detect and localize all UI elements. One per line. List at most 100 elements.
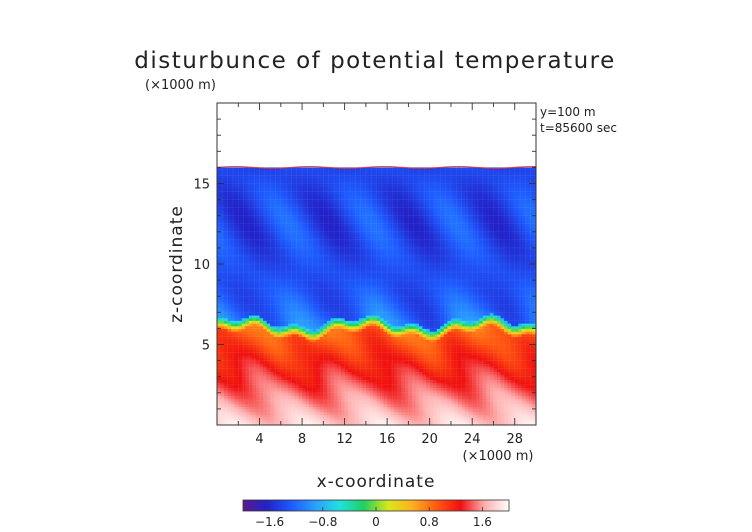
heatmap-cell	[326, 392, 332, 397]
heatmap-cell	[387, 196, 392, 201]
heatmap-cell	[248, 339, 254, 343]
heatmap-cell	[380, 255, 385, 260]
heatmap-cell	[238, 333, 243, 338]
heatmap-cell	[294, 374, 300, 378]
heatmap-cell	[284, 336, 289, 340]
heatmap-cell	[362, 202, 367, 206]
heatmap-cell	[348, 390, 353, 394]
heatmap-cell	[224, 379, 229, 383]
heatmap-cell	[362, 355, 367, 359]
heatmap-cell	[348, 317, 353, 321]
heatmap-cell	[362, 341, 367, 346]
heatmap-cell	[259, 285, 264, 289]
heatmap-cell	[245, 293, 250, 297]
heatmap-cell	[387, 170, 392, 174]
heatmap-cell	[358, 258, 363, 262]
heatmap-cell	[376, 406, 381, 410]
heatmap-cell	[280, 210, 285, 214]
heatmap-cell	[291, 411, 296, 415]
heatmap-cell	[397, 264, 402, 268]
heatmap-cell	[287, 178, 293, 182]
heatmap-cell	[319, 247, 324, 252]
heatmap-cell	[341, 253, 346, 257]
heatmap-cell	[348, 199, 353, 203]
heatmap-cell	[348, 341, 353, 346]
heatmap-cell	[291, 371, 296, 375]
heatmap-cell	[266, 403, 271, 407]
heatmap-cell	[333, 387, 339, 391]
heatmap-cell	[277, 226, 282, 230]
heatmap-cell	[280, 213, 285, 217]
heatmap-cell	[312, 274, 317, 279]
heatmap-cell	[220, 371, 225, 375]
heatmap-cell	[224, 382, 229, 386]
heatmap-cell	[270, 406, 275, 410]
heatmap-cell	[234, 374, 239, 378]
heatmap-cell	[383, 323, 388, 327]
heatmap-cell	[387, 301, 392, 305]
heatmap-cell	[351, 199, 356, 203]
heatmap-cell	[348, 414, 353, 418]
heatmap-cell	[252, 172, 257, 177]
heatmap-cell	[394, 180, 399, 185]
heatmap-cell	[394, 314, 399, 319]
heatmap-cell	[319, 226, 324, 230]
heatmap-cell	[376, 186, 381, 190]
heatmap-cell	[227, 301, 232, 305]
heatmap-cell	[330, 352, 335, 356]
heatmap-cell	[319, 411, 324, 415]
heatmap-cell	[355, 247, 360, 252]
heatmap-cell	[355, 280, 360, 284]
heatmap-cell	[358, 416, 363, 421]
heatmap-cell	[312, 226, 317, 230]
heatmap-cell	[224, 250, 229, 254]
heatmap-cell	[280, 215, 285, 219]
heatmap-cell	[355, 387, 360, 391]
heatmap-cell	[287, 226, 293, 230]
heatmap-cell	[273, 379, 278, 383]
heatmap-cell	[323, 331, 328, 335]
heatmap-cell	[298, 194, 303, 198]
heatmap-cell	[362, 296, 367, 300]
heatmap-cell	[252, 226, 257, 230]
heatmap-cell	[312, 296, 317, 300]
heatmap-cell	[319, 293, 324, 297]
heatmap-cell	[333, 333, 339, 338]
heatmap-cell	[351, 416, 356, 421]
heatmap-cell	[387, 306, 392, 311]
heatmap-cell	[312, 336, 317, 340]
heatmap-cell	[305, 344, 310, 348]
heatmap-cell	[390, 296, 395, 300]
heatmap-cell	[273, 368, 278, 372]
heatmap-cell	[330, 416, 335, 421]
heatmap-cell	[255, 188, 261, 193]
heatmap-cell	[273, 312, 278, 316]
heatmap-cell	[259, 400, 264, 405]
heatmap-cell	[259, 301, 264, 305]
heatmap-cell	[348, 288, 353, 292]
heatmap-cell	[266, 390, 271, 394]
heatmap-cell	[380, 293, 385, 297]
heatmap-cell	[273, 250, 278, 254]
heatmap-cell	[227, 245, 232, 249]
heatmap-cell	[217, 245, 222, 249]
heatmap-cell	[333, 406, 339, 410]
heatmap-cell	[365, 357, 371, 362]
heatmap-cell	[312, 250, 317, 254]
heatmap-cell	[355, 376, 360, 380]
heatmap-cell	[224, 363, 229, 367]
heatmap-cell	[259, 261, 264, 265]
heatmap-cell	[397, 352, 402, 356]
heatmap-cell	[259, 170, 264, 174]
heatmap-cell	[305, 355, 310, 359]
heatmap-cell	[323, 301, 328, 305]
heatmap-cell	[341, 325, 346, 329]
heatmap-cell	[280, 411, 285, 415]
heatmap-cell	[245, 306, 250, 311]
heatmap-cell	[348, 312, 353, 316]
heatmap-cell	[365, 172, 371, 177]
heatmap-cell	[231, 331, 236, 335]
heatmap-cell	[323, 403, 328, 407]
heatmap-cell	[270, 314, 275, 319]
heatmap-cell	[319, 261, 324, 265]
